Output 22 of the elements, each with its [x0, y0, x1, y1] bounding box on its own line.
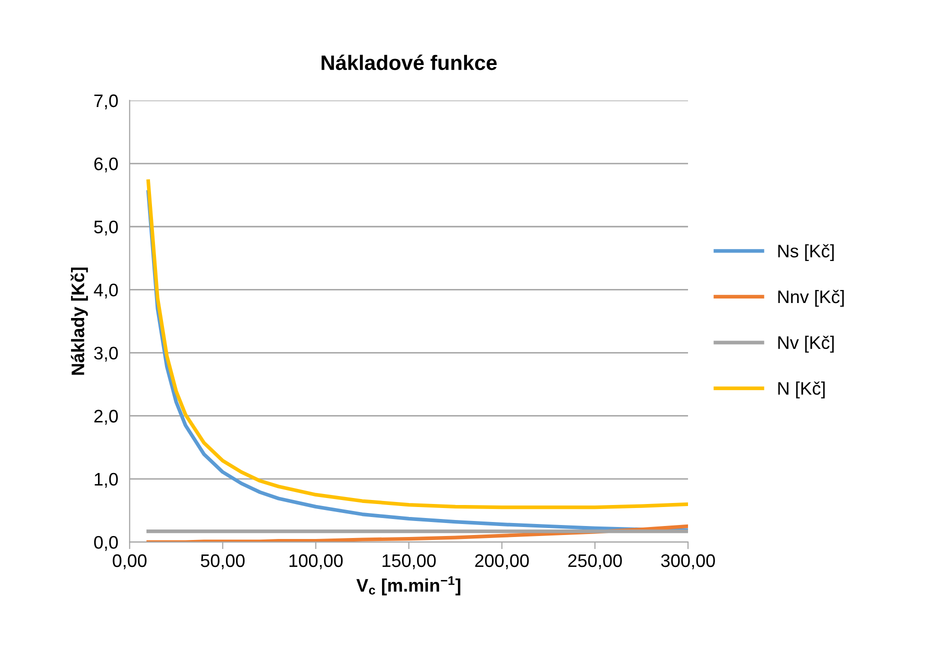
x-tick-label: 100,00 — [290, 554, 343, 570]
y-tick-label: 6,0 — [94, 157, 118, 172]
legend-label: Ns [Kč] — [778, 244, 834, 262]
x-tick-label: 200,00 — [475, 554, 529, 570]
x-axis-title: V$_{c}$ [m.min$^{−1}$] — [356, 576, 460, 596]
legend-label: N [Kč] — [778, 381, 825, 398]
x-tick-label: 250,00 — [568, 554, 622, 570]
x-tick-label: 0,00 — [112, 554, 147, 570]
x-tick-label: 300,00 — [661, 554, 715, 570]
y-tick-label: 7,0 — [94, 94, 118, 110]
chart-title: Nákladové funkce — [322, 54, 497, 70]
legend-label: Nv [Kč] — [778, 336, 834, 353]
y-tick-label: 5,0 — [94, 220, 118, 236]
y-tick-label: 0,0 — [94, 536, 118, 551]
legend-label: Nnv [Kč] — [778, 290, 844, 307]
y-tick-label: 2,0 — [94, 410, 118, 425]
y-tick-label: 3,0 — [94, 346, 118, 362]
x-tick-label: 150,00 — [382, 554, 436, 570]
x-tick-label: 50,00 — [200, 554, 245, 570]
y-axis-title: Náklady [Kč] — [70, 268, 88, 375]
y-tick-label: 1,0 — [94, 472, 118, 488]
y-tick-label: 4,0 — [94, 284, 118, 299]
